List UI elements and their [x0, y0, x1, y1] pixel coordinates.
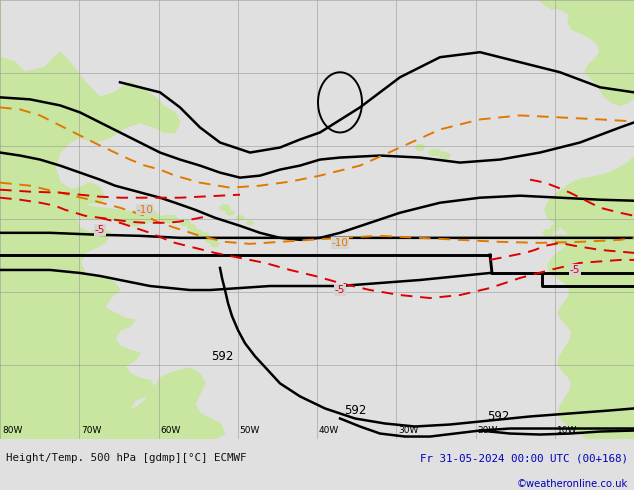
Polygon shape	[194, 230, 202, 236]
Text: -10: -10	[136, 205, 153, 215]
Polygon shape	[550, 0, 634, 29]
Text: -5: -5	[335, 285, 345, 295]
Text: 10W: 10W	[557, 425, 577, 435]
Polygon shape	[543, 230, 553, 236]
Text: 30W: 30W	[398, 425, 418, 435]
Polygon shape	[180, 220, 190, 226]
Text: 70W: 70W	[81, 425, 101, 435]
Polygon shape	[206, 237, 214, 243]
Text: -5: -5	[95, 225, 105, 235]
Text: -10: -10	[332, 238, 349, 248]
Polygon shape	[0, 0, 180, 439]
Polygon shape	[440, 152, 450, 159]
Polygon shape	[0, 278, 225, 439]
Polygon shape	[416, 145, 424, 150]
Polygon shape	[236, 216, 244, 220]
Text: 80W: 80W	[2, 425, 22, 435]
Text: 40W: 40W	[319, 425, 339, 435]
Polygon shape	[568, 0, 634, 105]
Polygon shape	[545, 158, 634, 439]
Text: -5: -5	[570, 265, 580, 275]
Polygon shape	[158, 216, 178, 223]
Text: Height/Temp. 500 hPa [gdmp][°C] ECMWF: Height/Temp. 500 hPa [gdmp][°C] ECMWF	[6, 453, 247, 463]
Polygon shape	[188, 225, 196, 231]
Text: Fr 31-05-2024 00:00 UTC (00+168): Fr 31-05-2024 00:00 UTC (00+168)	[420, 453, 628, 463]
Text: 592: 592	[487, 410, 509, 423]
Polygon shape	[211, 241, 219, 247]
Polygon shape	[55, 206, 160, 223]
Polygon shape	[226, 211, 234, 215]
Polygon shape	[552, 235, 568, 245]
Polygon shape	[540, 0, 558, 9]
Text: 60W: 60W	[160, 425, 181, 435]
Polygon shape	[110, 216, 155, 226]
Polygon shape	[247, 221, 253, 225]
Polygon shape	[565, 234, 579, 242]
Text: ©weatheronline.co.uk: ©weatheronline.co.uk	[517, 479, 628, 489]
Polygon shape	[576, 231, 588, 239]
Text: 592: 592	[211, 350, 233, 363]
Polygon shape	[429, 149, 441, 155]
Text: 50W: 50W	[240, 425, 260, 435]
Polygon shape	[48, 166, 80, 210]
Polygon shape	[220, 205, 230, 211]
Polygon shape	[201, 233, 209, 239]
Polygon shape	[551, 225, 559, 231]
Text: 20W: 20W	[477, 425, 498, 435]
Text: 592: 592	[344, 404, 366, 417]
